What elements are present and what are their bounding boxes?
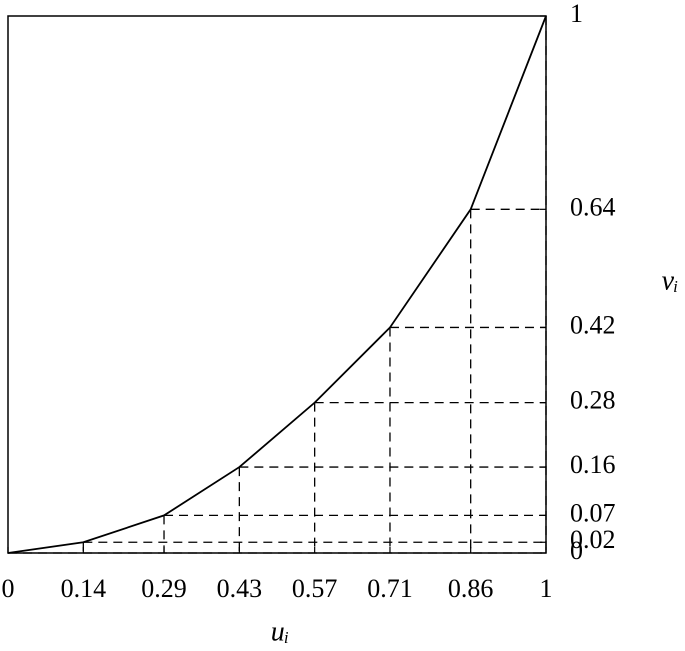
x-axis-label: uᵢ	[271, 616, 289, 647]
y-tick-label: 0.02	[570, 525, 616, 554]
x-tick-label: 0	[2, 574, 15, 603]
y-tick-label: 0.42	[570, 310, 616, 339]
y-tick-label: 0	[570, 536, 583, 565]
y-tick-label: 1	[570, 0, 583, 28]
data-line	[7, 15, 547, 554]
x-tick-label: 0.86	[448, 574, 494, 603]
y-tick-label: 0.28	[570, 386, 616, 415]
y-tick-label: 0.07	[570, 498, 616, 527]
x-tick-label: 1	[540, 574, 553, 603]
plot-frame	[7, 15, 547, 554]
x-tick-label: 0.14	[61, 574, 107, 603]
x-tick-label: 0.29	[141, 574, 187, 603]
x-tick-label: 0.71	[367, 574, 413, 603]
x-tick-label: 0.57	[292, 574, 338, 603]
y-tick-label: 0.64	[570, 192, 616, 221]
x-tick-label: 0.43	[217, 574, 263, 603]
y-axis-label: vᵢ	[662, 265, 679, 296]
y-tick-label: 0.16	[570, 450, 616, 479]
